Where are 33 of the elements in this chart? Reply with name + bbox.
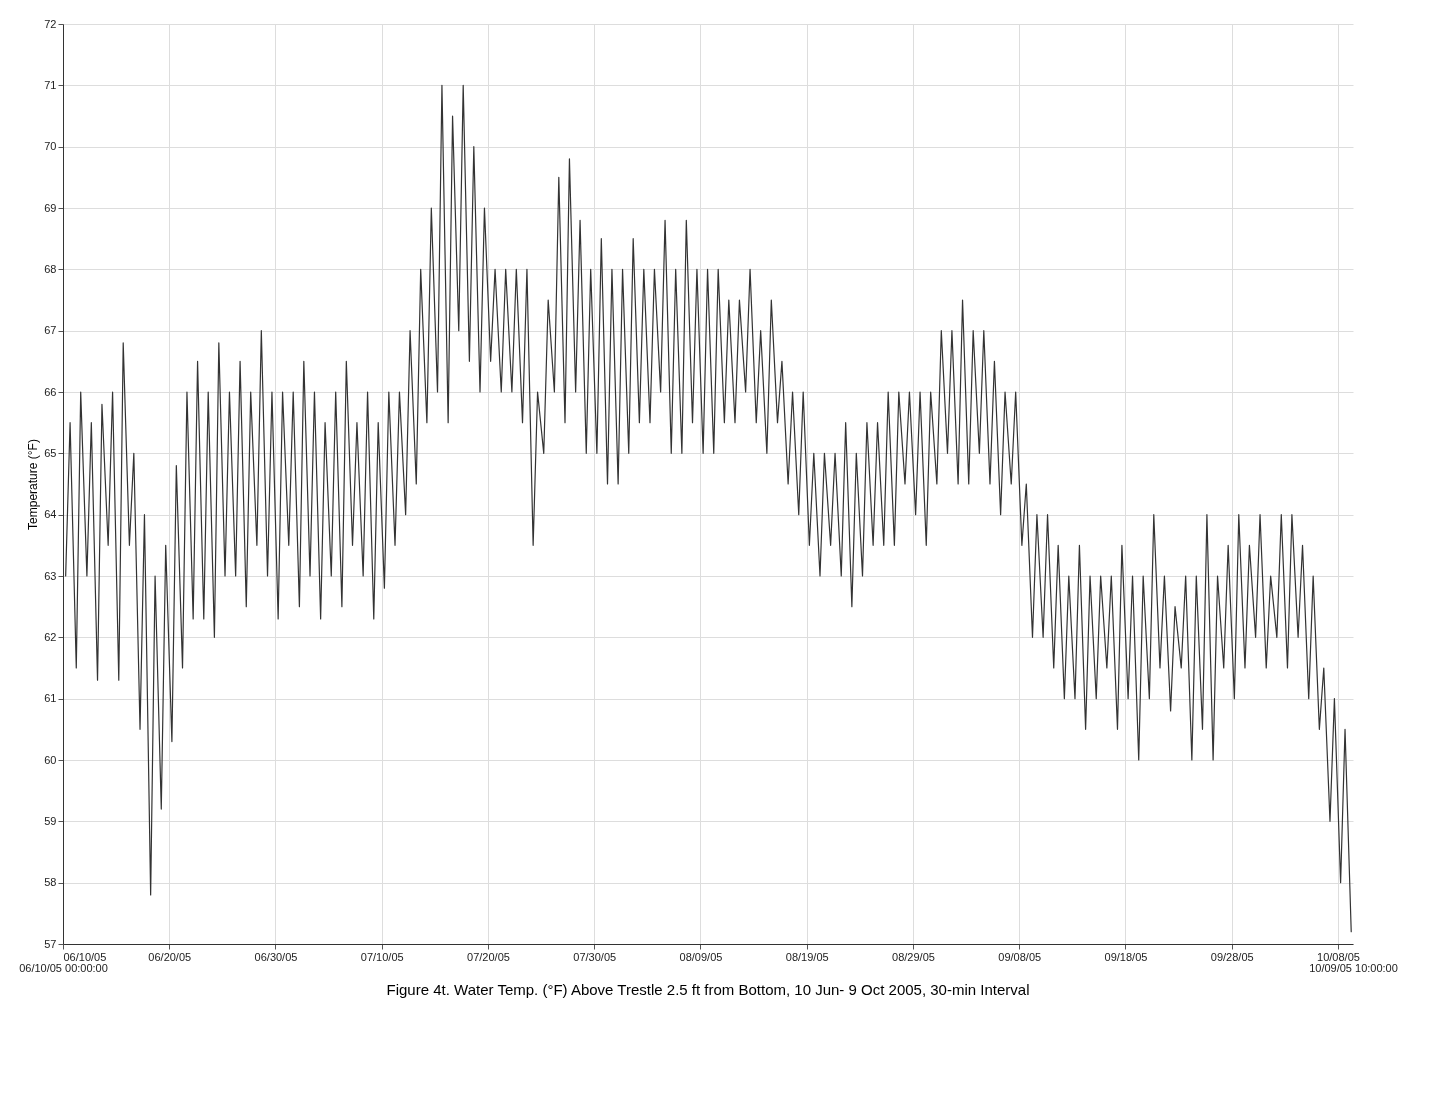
- x-tick-label: 08/19/05: [785, 950, 829, 963]
- x-tick-label: 06/20/05: [148, 950, 192, 963]
- x-tick-label: 09/28/05: [1210, 950, 1254, 963]
- y-tick-label: 71: [44, 78, 57, 91]
- text: Figure 4t. Water Temp. (°F) Above Trestle 2.5 ft from Bottom, 10 Jun- 9 Oct 2005, 30-min Interval: [386, 981, 1030, 998]
- y-tick-label: 57: [44, 937, 57, 950]
- x-tick-label: 07/20/05: [467, 950, 510, 963]
- x2-tick-label: 10/09/05 10:00:00: [1309, 961, 1398, 974]
- x-tick-label: 06/30/05: [254, 950, 298, 963]
- x-tick-label: 06/10/05: [63, 950, 107, 963]
- y-tick-label: 67: [44, 324, 57, 337]
- y-axis-title: Temperature (°F): [26, 439, 41, 530]
- y-tick-label: 66: [44, 385, 57, 398]
- y-tick-label: 70: [44, 140, 57, 153]
- y-tick-label: 59: [44, 814, 57, 827]
- y-tick-label: 68: [44, 262, 57, 275]
- y-tick-label: 63: [44, 569, 57, 582]
- y-tick-label: 61: [44, 692, 57, 705]
- y-tick-label: 62: [44, 630, 57, 643]
- y-tick-label: 69: [44, 201, 57, 214]
- x-tick-label: 07/30/05: [573, 950, 617, 963]
- y-tick-label: 64: [44, 508, 57, 521]
- y-tick-label: 72: [44, 17, 57, 30]
- x2-tick-label: 06/10/05 00:00:00: [19, 961, 108, 974]
- x-tick-label: 09/18/05: [1104, 950, 1148, 963]
- x-tick-label: 08/09/05: [679, 950, 723, 963]
- x-tick-label: 09/08/05: [998, 950, 1042, 963]
- x-tick-label: 10/08/05: [1317, 950, 1360, 963]
- x-tick-label: 08/29/05: [892, 950, 935, 963]
- x-tick-label: 07/10/05: [360, 950, 404, 963]
- y-tick-label: 58: [44, 876, 57, 889]
- y-tick-label: 60: [44, 753, 57, 766]
- y-tick-label: 65: [44, 446, 57, 459]
